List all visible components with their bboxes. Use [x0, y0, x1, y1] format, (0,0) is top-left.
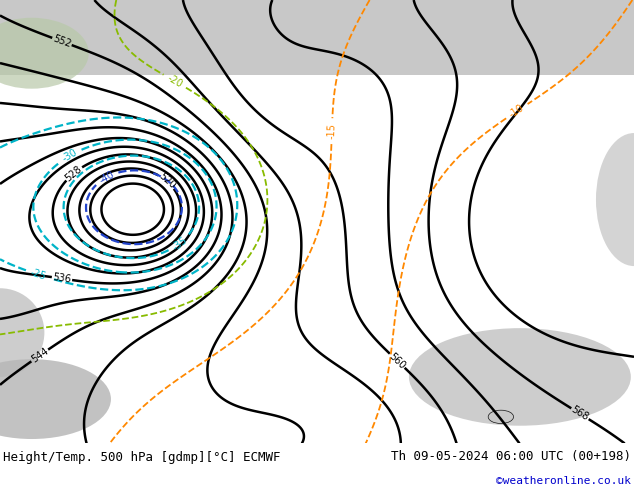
FancyBboxPatch shape [0, 0, 634, 75]
Text: -40: -40 [97, 169, 116, 186]
Text: -20: -20 [165, 73, 184, 90]
Text: -25: -25 [29, 267, 48, 282]
Text: 560: 560 [387, 351, 408, 371]
Text: -30: -30 [61, 147, 79, 164]
Text: Th 09-05-2024 06:00 UTC (00+198): Th 09-05-2024 06:00 UTC (00+198) [391, 450, 631, 463]
Text: -15: -15 [327, 123, 337, 139]
Ellipse shape [488, 410, 514, 423]
Ellipse shape [0, 18, 89, 89]
Text: 528: 528 [63, 164, 84, 183]
Text: -10: -10 [508, 102, 526, 120]
Text: 568: 568 [569, 405, 590, 423]
Text: ©weatheronline.co.uk: ©weatheronline.co.uk [496, 476, 631, 486]
Text: 536: 536 [52, 272, 72, 285]
Text: 520: 520 [157, 172, 177, 191]
Ellipse shape [596, 133, 634, 266]
Ellipse shape [0, 288, 44, 377]
Text: 552: 552 [51, 33, 72, 49]
Text: 544: 544 [29, 346, 50, 365]
Text: Height/Temp. 500 hPa [gdmp][°C] ECMWF: Height/Temp. 500 hPa [gdmp][°C] ECMWF [3, 451, 281, 464]
Ellipse shape [0, 359, 111, 439]
Ellipse shape [409, 328, 631, 426]
Text: -35: -35 [170, 235, 189, 252]
